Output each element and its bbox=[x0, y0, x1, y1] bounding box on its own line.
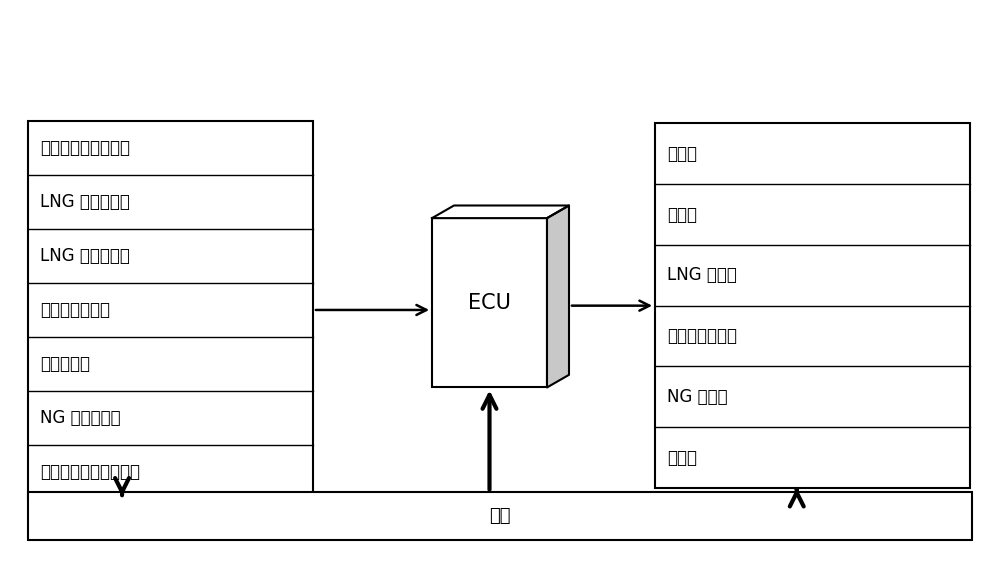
Bar bbox=[28, 492, 972, 540]
Text: 传热介质温度传感器: 传热介质温度传感器 bbox=[40, 138, 130, 157]
Bar bbox=[655, 123, 970, 488]
Text: 甲烷传感器: 甲烷传感器 bbox=[40, 355, 90, 373]
Polygon shape bbox=[547, 205, 569, 387]
Bar bbox=[28, 121, 313, 499]
Text: NG 流量传感器: NG 流量传感器 bbox=[40, 409, 121, 427]
Text: LNG 供给泵: LNG 供给泵 bbox=[667, 266, 737, 284]
Text: 汽化器壳程气包压力传: 汽化器壳程气包压力传 bbox=[40, 463, 140, 482]
Text: 显示屏: 显示屏 bbox=[667, 205, 697, 223]
Text: 报警器: 报警器 bbox=[667, 145, 697, 163]
Polygon shape bbox=[432, 205, 569, 218]
Text: NG 压缩机: NG 压缩机 bbox=[667, 388, 728, 406]
Bar bbox=[432, 218, 547, 387]
Text: 气包压力传感器: 气包压力传感器 bbox=[40, 301, 110, 319]
Text: 传热介质三通阀: 传热介质三通阀 bbox=[667, 327, 737, 345]
Text: 电源: 电源 bbox=[489, 507, 511, 525]
Text: ECU: ECU bbox=[468, 293, 511, 313]
Text: LNG 流量传感器: LNG 流量传感器 bbox=[40, 193, 130, 211]
Text: 排风扇: 排风扇 bbox=[667, 448, 697, 467]
Text: LNG 液面传感器: LNG 液面传感器 bbox=[40, 247, 130, 265]
